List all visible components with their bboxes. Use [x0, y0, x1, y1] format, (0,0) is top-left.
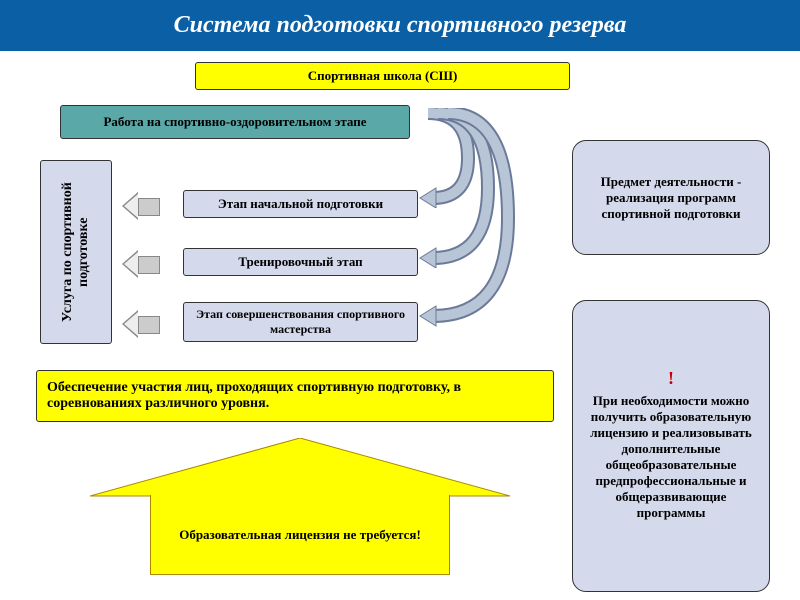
- subject-activity-label: Предмет деятельности - реализация програ…: [577, 174, 765, 222]
- stage3-label: Этап совершенствования спортивного масте…: [188, 307, 413, 337]
- arrow-left-2: [122, 250, 158, 278]
- big-up-arrow: Образовательная лицензия не требуется!: [90, 438, 510, 593]
- subject-activity-box: Предмет деятельности - реализация програ…: [572, 140, 770, 255]
- service-vertical-label: Услуга по спортивной подготовке: [60, 165, 92, 339]
- participation-box: Обеспечение участия лиц, проходящих спор…: [36, 370, 554, 422]
- participation-label: Обеспечение участия лиц, проходящих спор…: [47, 380, 543, 412]
- arrow-left-3: [122, 310, 158, 338]
- sports-school-label: Спортивная школа (СШ): [308, 68, 458, 84]
- license-note-box: ! При необходимости можно получить образ…: [572, 300, 770, 592]
- arrow-left-1: [122, 192, 158, 220]
- stage1-box: Этап начальной подготовки: [183, 190, 418, 218]
- exclamation-icon: !: [668, 368, 674, 389]
- curve-arrow-3: [418, 108, 518, 328]
- health-stage-label: Работа на спортивно-оздоровительном этап…: [103, 114, 366, 130]
- sports-school-box: Спортивная школа (СШ): [195, 62, 570, 90]
- stage2-label: Тренировочный этап: [238, 254, 362, 270]
- page-title: Система подготовки спортивного резерва: [0, 0, 800, 51]
- stage3-box: Этап совершенствования спортивного масте…: [183, 302, 418, 342]
- stage1-label: Этап начальной подготовки: [218, 196, 383, 212]
- big-arrow-label: Образовательная лицензия не требуется!: [179, 527, 421, 543]
- health-stage-box: Работа на спортивно-оздоровительном этап…: [60, 105, 410, 139]
- service-vertical-box: Услуга по спортивной подготовке: [40, 160, 112, 344]
- stage2-box: Тренировочный этап: [183, 248, 418, 276]
- license-note-label: При необходимости можно получить образов…: [577, 389, 765, 525]
